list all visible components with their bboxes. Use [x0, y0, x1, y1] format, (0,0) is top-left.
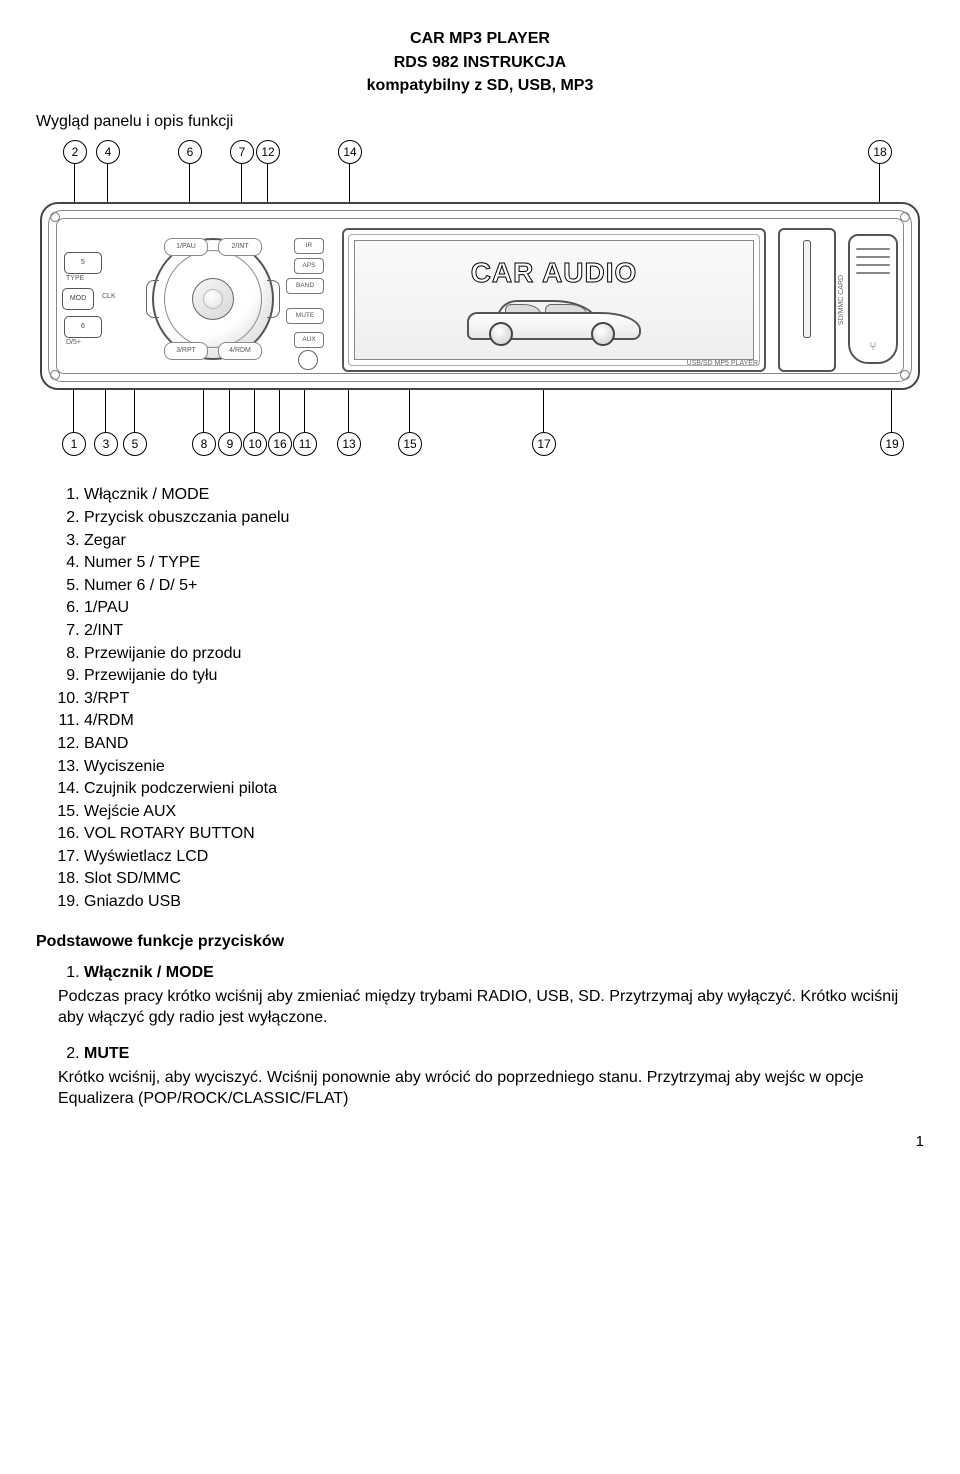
function-item: Wyświetlacz LCD [84, 846, 924, 868]
description-heading: MUTE [84, 1045, 129, 1062]
callout-11: 11 [293, 432, 317, 456]
callout-5: 5 [123, 432, 147, 456]
function-item: BAND [84, 733, 924, 755]
leader [73, 386, 74, 432]
leader [279, 386, 280, 432]
leader [543, 386, 544, 432]
function-item: VOL ROTARY BUTTON [84, 823, 924, 845]
sd-label: SD/MMC CARD [837, 275, 846, 325]
function-item: Numer 6 / D/ 5+ [84, 575, 924, 597]
function-item: Czujnik podczerwieni pilota [84, 778, 924, 800]
callout-7: 7 [230, 140, 254, 164]
description-heading: Włącznik / MODE [84, 964, 214, 981]
btn-mod: MOD [62, 288, 94, 310]
function-item: Numer 5 / TYPE [84, 552, 924, 574]
function-item: Zegar [84, 530, 924, 552]
description-item: Włącznik / MODEPodczas pracy krótko wciś… [84, 962, 924, 1029]
btn-5-type: 5 [64, 252, 102, 274]
callout-19: 19 [880, 432, 904, 456]
forward-arc [267, 280, 280, 318]
section-heading: Podstawowe funkcje przycisków [36, 931, 924, 953]
function-item: 4/RDM [84, 710, 924, 732]
callout-16: 16 [268, 432, 292, 456]
function-item: Gniazdo USB [84, 891, 924, 913]
callout-9: 9 [218, 432, 242, 456]
callout-15: 15 [398, 432, 422, 456]
button-descriptions: Włącznik / MODE Podczas pracy krótko wciś… [36, 962, 924, 1110]
rotary-knob: 1/PAU 2/INT 3/RPT 4/RDM [152, 238, 274, 360]
function-item: Przewijanie do przodu [84, 643, 924, 665]
seg-4rdm: 4/RDM [218, 342, 262, 360]
leader [348, 386, 349, 432]
callout-17: 17 [532, 432, 556, 456]
function-item: 3/RPT [84, 688, 924, 710]
callout-3: 3 [94, 432, 118, 456]
callout-18: 18 [868, 140, 892, 164]
function-item: Slot SD/MMC [84, 868, 924, 890]
seg-2int: 2/INT [218, 238, 262, 256]
stud [900, 370, 910, 380]
sd-slot: SD/MMC CARD [778, 228, 836, 372]
lbl-aps: APS [294, 258, 324, 274]
page-number: 1 [36, 1132, 924, 1152]
lbl-clk: CLK [102, 292, 116, 301]
btn-6-d5: 6 [64, 316, 102, 338]
callout-6: 6 [178, 140, 202, 164]
head-unit: 5 TYPE 6 D/5+ MOD CLK 1/PAU 2/INT 3/RPT … [40, 202, 920, 390]
function-item: Wyciszenie [84, 756, 924, 778]
callout-10: 10 [243, 432, 267, 456]
callout-1: 1 [62, 432, 86, 456]
lbl-ir: IR [294, 238, 324, 254]
leader [203, 386, 204, 432]
function-item: 1/PAU [84, 597, 924, 619]
leader [134, 386, 135, 432]
function-item: Przycisk obuszczania panelu [84, 507, 924, 529]
btn-mute: MUTE [286, 308, 324, 324]
btn-band: BAND [286, 278, 324, 294]
leader [891, 386, 892, 432]
usb-port: ⑂ [848, 234, 898, 364]
function-item: Włącznik / MODE [84, 484, 924, 506]
panel-diagram: 2467121418 1358910161113151719 5 TYPE 6 … [36, 140, 924, 456]
function-item: Przewijanie do tyłu [84, 665, 924, 687]
function-item: Wejście AUX [84, 801, 924, 823]
description-item: MUTEKrótko wciśnij, aby wyciszyć. Wciśni… [84, 1043, 924, 1110]
lcd-screen: CAR AUDIO [354, 240, 754, 360]
usb-icon: ⑂ [869, 338, 876, 354]
seg-3rpt: 3/RPT [164, 342, 208, 360]
seg-1pau: 1/PAU [164, 238, 208, 256]
leader [254, 386, 255, 432]
callout-12: 12 [256, 140, 280, 164]
callout-8: 8 [192, 432, 216, 456]
callout-4: 4 [96, 140, 120, 164]
car-graphic [459, 296, 649, 346]
leader [304, 386, 305, 432]
rewind-arc [146, 280, 159, 318]
function-item: 2/INT [84, 620, 924, 642]
label: 6 [81, 323, 85, 330]
lbl-aux: AUX [294, 332, 324, 348]
title-line-2: RDS 982 INSTRUKCJA [36, 52, 924, 74]
lcd-frame: CAR AUDIO USB/SD MP5 PLAYER [342, 228, 766, 372]
title-line-3: kompatybilny z SD, USB, MP3 [36, 75, 924, 97]
callout-13: 13 [337, 432, 361, 456]
description-body: Krótko wciśnij, aby wyciszyć. Wciśnij po… [58, 1067, 924, 1110]
description-body: Podczas pracy krótko wciśnij aby zmienia… [58, 986, 924, 1029]
function-list: Włącznik / MODEPrzycisk obuszczania pane… [36, 484, 924, 912]
leader [229, 386, 230, 432]
lcd-brand: CAR AUDIO [471, 254, 638, 292]
title-line-1: CAR MP3 PLAYER [36, 28, 924, 50]
lcd-footer: USB/SD MP5 PLAYER [687, 359, 758, 368]
callout-2: 2 [63, 140, 87, 164]
panel-caption: Wygląd panelu i opis funkcji [36, 111, 924, 133]
lbl-type: TYPE [66, 274, 84, 283]
label: 5 [81, 259, 85, 266]
lbl-d5: D/5+ [66, 338, 81, 347]
leader [105, 386, 106, 432]
leader [409, 386, 410, 432]
callout-14: 14 [338, 140, 362, 164]
